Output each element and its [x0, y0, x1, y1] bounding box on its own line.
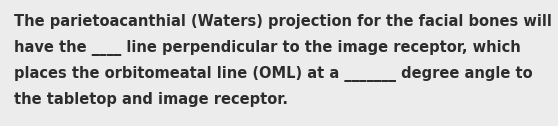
- Text: The parietoacanthial (Waters) projection for the facial bones will: The parietoacanthial (Waters) projection…: [14, 14, 552, 29]
- Text: places the orbitomeatal line (OML) at a _______ degree angle to: places the orbitomeatal line (OML) at a …: [14, 66, 533, 82]
- Text: the tabletop and image receptor.: the tabletop and image receptor.: [14, 92, 288, 107]
- Text: have the ____ line perpendicular to the image receptor, which: have the ____ line perpendicular to the …: [14, 40, 521, 56]
